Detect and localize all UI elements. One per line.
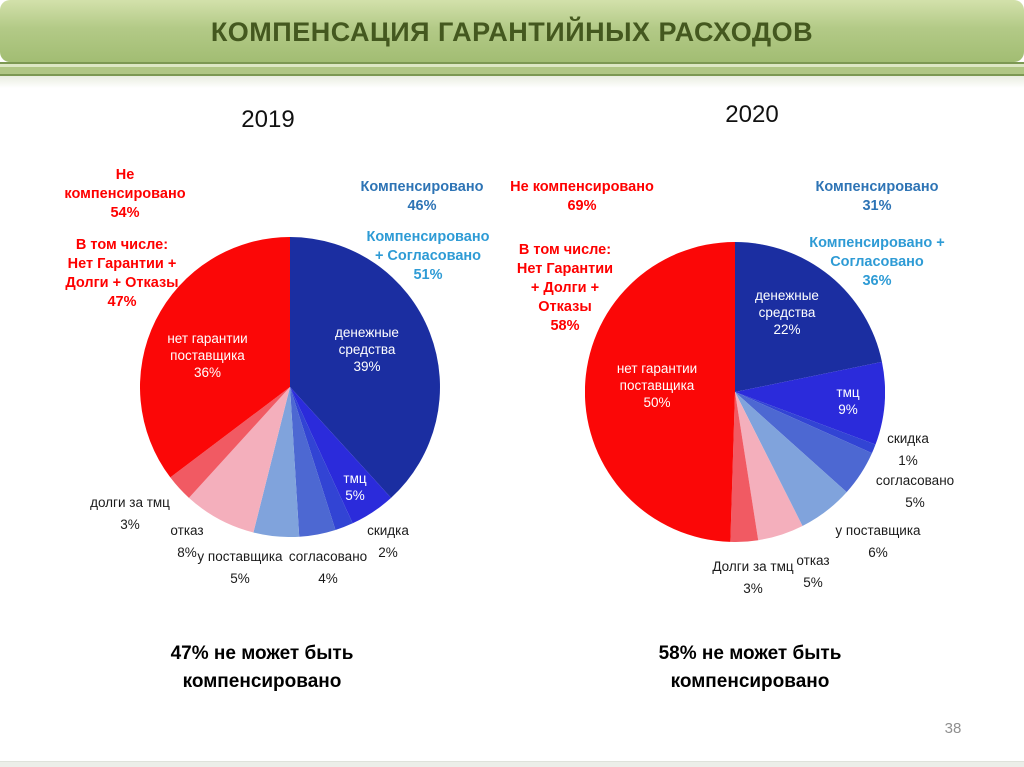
- pie-label-tmc-2019: тмц 5%: [343, 471, 367, 503]
- slide-title: КОМПЕНСАЦИЯ ГАРАНТИЙНЫХ РАСХОДОВ: [210, 17, 814, 47]
- title-bar: КОМПЕНСАЦИЯ ГАРАНТИЙНЫХ РАСХОДОВ: [0, 0, 1024, 62]
- bottom-edge-strip: [0, 761, 1024, 767]
- caption-2019: 47% не может быть компенсировано: [170, 643, 354, 692]
- pie-label-agreed-2020: согласовано 5%: [875, 473, 955, 510]
- pie-slice-согласовано: [290, 387, 336, 537]
- header-separator-line-bottom: [0, 74, 1024, 76]
- annotation-compensated-2019: Компенсировано 46%: [360, 179, 484, 214]
- pie-slice-отказ: [188, 387, 290, 533]
- pie-label-at-supplier-2020: у поставщика 6%: [835, 523, 921, 560]
- pie-slice-денежные средства: [735, 242, 882, 392]
- annotation-including-2020: В том числе: Нет Гарантии + Долги + Отка…: [516, 242, 614, 334]
- pie-slice-тмц: [290, 387, 392, 524]
- pie-label-refusal-2020: отказ 5%: [796, 553, 830, 590]
- header-separator-fade: [0, 76, 1024, 88]
- pie-label-no-warranty-2020: нет гарантии поставщика 50%: [616, 361, 698, 410]
- header-separator-line-top: [0, 62, 1024, 64]
- pie-label-no-warranty-2019: нет гарантии поставщика 36%: [167, 331, 248, 380]
- header-separator-strip: [0, 67, 1024, 74]
- pie-label-agreed-2019: согласовано 4%: [288, 549, 368, 586]
- pie-label-refusal-2019: отказ 8%: [170, 523, 204, 560]
- pie-slice-нет гарантии поставщика: [585, 242, 735, 542]
- pie-slice-скидка: [735, 392, 876, 454]
- page-number: 38: [944, 720, 962, 737]
- pie-label-debts-tmc-2020: Долги за тмц 3%: [712, 559, 794, 596]
- pie-label-discount-2020: скидка 1%: [887, 431, 929, 468]
- pie-slice-у поставщика: [253, 387, 300, 537]
- annotation-not-compensated-2019: Не компенсировано 54%: [64, 167, 186, 221]
- pie-slice-тмц: [735, 361, 885, 445]
- caption-2020: 58% не может быть компенсировано: [658, 643, 842, 692]
- annotation-compensated-agreed-2019: Компенсировано + Согласовано 51%: [366, 229, 490, 283]
- annotation-not-compensated-2020: Не компенсировано 69%: [510, 179, 654, 214]
- pie-slice-у поставщика: [735, 392, 847, 526]
- pie-slice-отказ: [735, 392, 803, 541]
- annotation-including-2019: В том числе: Нет Гарантии + Долги + Отка…: [65, 237, 179, 310]
- pie-label-debts-tmc-2019: долги за тмц 3%: [90, 495, 170, 532]
- pie-label-tmc-2020: тмц 9%: [836, 385, 860, 417]
- pie-label-discount-2019: скидка 2%: [367, 523, 409, 560]
- pie-slice-согласовано: [735, 392, 872, 493]
- pie-slice-скидка: [290, 387, 353, 530]
- pie-2019: [140, 237, 440, 537]
- pie-slice-нет гарантии поставщика: [140, 237, 290, 478]
- header-separator-light: [0, 64, 1024, 67]
- chart-2019-year-title: 2019: [241, 106, 295, 133]
- pie-label-at-supplier-2019: у поставщика 5%: [197, 549, 283, 586]
- pie-slice-долги за тмц: [170, 387, 290, 498]
- pie-slice-денежные средства: [290, 237, 440, 498]
- chart-2020-year-title: 2020: [725, 101, 779, 128]
- annotation-compensated-agreed-2020: Компенсировано + Согласовано 36%: [809, 235, 945, 289]
- pie-label-money-2020: денежные средства 22%: [755, 288, 819, 337]
- annotation-compensated-2020: Компенсировано 31%: [815, 179, 939, 214]
- pie-slice-Долги за тмц: [730, 392, 759, 542]
- pie-2020: [585, 242, 885, 542]
- pie-label-money-2019: денежные средства 39%: [335, 325, 399, 374]
